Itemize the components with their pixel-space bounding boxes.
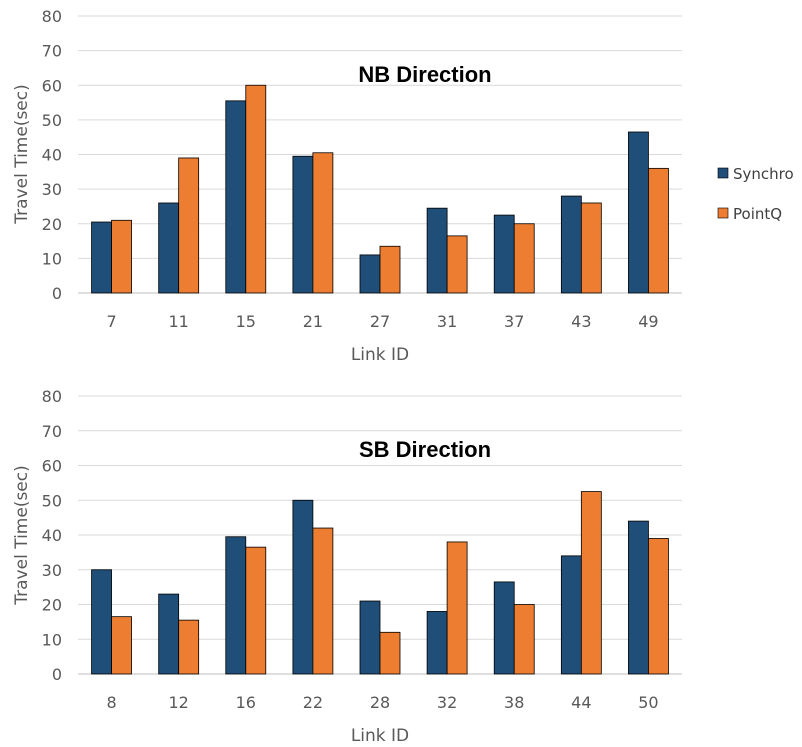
- y-tick-label: 30: [42, 561, 62, 580]
- y-tick-label: 0: [52, 284, 62, 303]
- nb-chart: 0 10 20 30 40 50 60 70 80 7 11 15 21 27 31 37 43 49 NB Dir…: [12, 7, 682, 365]
- bar-synchro: [628, 131, 649, 294]
- legend-swatch-pointq: [717, 207, 729, 219]
- bar-synchro: [225, 536, 247, 675]
- legend: Synchro PointQ: [717, 165, 794, 223]
- sb-chart: 0 10 20 30 40 50 60 70 80 8 12 16 22 28 32 38 44 50 SB Dir…: [12, 387, 682, 746]
- bar-synchro: [628, 520, 649, 675]
- bar-synchro: [560, 555, 582, 675]
- legend-swatch-synchro: [717, 167, 729, 179]
- x-tick-label: 50: [638, 693, 658, 712]
- y-tick-label: 70: [42, 422, 62, 441]
- bar-pointq: [379, 245, 401, 294]
- bar-pointq: [379, 631, 401, 675]
- legend-label-synchro: Synchro: [733, 165, 794, 183]
- y-tick-label: 10: [42, 630, 62, 649]
- bar-pointq: [111, 616, 132, 675]
- chart-title: SB Direction: [359, 437, 491, 462]
- bar-pointq: [446, 541, 468, 675]
- x-tick-label: 16: [236, 693, 256, 712]
- y-tick-label: 50: [42, 111, 62, 130]
- bar-pointq: [245, 546, 267, 675]
- y-tick-label: 50: [42, 491, 62, 510]
- x-tick-label: 43: [571, 312, 591, 331]
- chart-title: NB Direction: [358, 62, 491, 87]
- bar-synchro: [91, 221, 112, 294]
- bar-synchro: [426, 207, 448, 294]
- y-tick-label: 40: [42, 146, 62, 165]
- x-axis-title: Link ID: [351, 345, 409, 365]
- x-tick-label: 28: [370, 693, 390, 712]
- y-tick-label: 60: [42, 457, 62, 476]
- bar-synchro: [426, 611, 448, 675]
- x-tick-label: 11: [168, 312, 188, 331]
- bar-pointq: [312, 527, 334, 675]
- bar-pointq: [580, 491, 602, 675]
- x-tick-label: 37: [504, 312, 524, 331]
- bar-synchro: [292, 155, 314, 294]
- bar-synchro: [158, 202, 180, 294]
- x-tick-label: 21: [303, 312, 323, 331]
- bar-pointq: [446, 235, 468, 294]
- y-tick-label: 10: [42, 249, 62, 268]
- bar-pointq: [178, 157, 200, 294]
- legend-label-pointq: PointQ: [733, 205, 782, 223]
- x-tick-label: 32: [437, 693, 457, 712]
- bar-pointq: [513, 223, 535, 294]
- y-tick-label: 80: [42, 7, 62, 26]
- x-tick-label: 31: [437, 312, 457, 331]
- y-axis-title: Travel Time(sec): [12, 84, 32, 224]
- bar-synchro: [158, 593, 180, 675]
- y-tick-label: 70: [42, 42, 62, 61]
- bar-synchro: [91, 569, 112, 675]
- bar-pointq: [648, 167, 669, 294]
- bar-pointq: [312, 152, 334, 294]
- bar-synchro: [493, 214, 515, 294]
- x-tick-label: 7: [106, 312, 116, 331]
- y-tick-label: 30: [42, 180, 62, 199]
- bar-synchro: [359, 254, 381, 294]
- x-tick-label: 8: [106, 693, 116, 712]
- y-axis-title: Travel Time(sec): [12, 465, 32, 605]
- x-tick-label: 15: [236, 312, 256, 331]
- x-tick-label: 38: [504, 693, 524, 712]
- x-tick-label: 22: [303, 693, 323, 712]
- bar-synchro: [225, 100, 247, 294]
- bar-pointq: [111, 219, 132, 294]
- bar-synchro: [560, 195, 582, 294]
- bar-synchro: [359, 600, 381, 675]
- y-tick-label: 20: [42, 215, 62, 234]
- y-tick-label: 20: [42, 596, 62, 615]
- bar-synchro: [493, 581, 515, 675]
- bar-pointq: [648, 538, 669, 675]
- x-tick-label: 49: [638, 312, 658, 331]
- y-tick-label: 0: [52, 665, 62, 684]
- x-tick-label: 12: [168, 693, 188, 712]
- bar-synchro: [292, 499, 314, 675]
- x-tick-label: 27: [370, 312, 390, 331]
- bar-pointq: [513, 604, 535, 675]
- x-tick-label: 44: [571, 693, 591, 712]
- y-tick-label: 80: [42, 387, 62, 406]
- y-tick-label: 60: [42, 76, 62, 95]
- y-tick-label: 40: [42, 526, 62, 545]
- bar-pointq: [580, 202, 602, 294]
- bar-pointq: [178, 619, 200, 675]
- bar-pointq: [245, 84, 267, 294]
- x-axis-title: Link ID: [351, 726, 409, 746]
